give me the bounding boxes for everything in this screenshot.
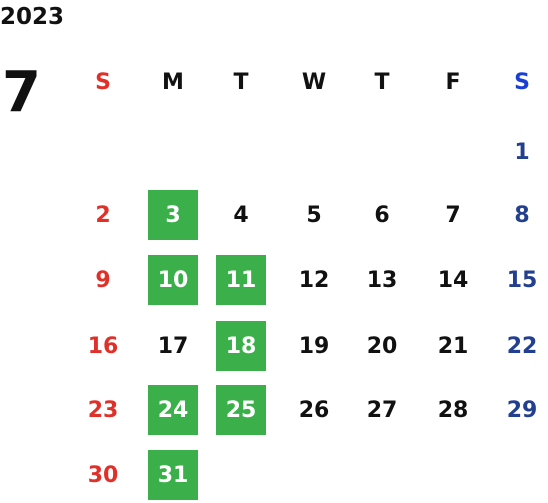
day-2[interactable]: 2 xyxy=(95,202,111,228)
highlighted-day-25[interactable]: 25 xyxy=(216,385,266,435)
day-15[interactable]: 15 xyxy=(506,267,538,293)
weekday-sun: S xyxy=(95,69,111,95)
day-19[interactable]: 19 xyxy=(298,333,330,359)
day-30[interactable]: 30 xyxy=(87,462,119,488)
weekday-mon: M xyxy=(162,69,184,95)
day-8[interactable]: 8 xyxy=(514,202,530,228)
weekday-wed: W xyxy=(301,69,327,95)
day-14[interactable]: 14 xyxy=(437,267,469,293)
highlighted-day-24[interactable]: 24 xyxy=(148,385,198,435)
month-number: 7 xyxy=(2,60,41,125)
day-1[interactable]: 1 xyxy=(514,139,530,165)
day-5[interactable]: 5 xyxy=(306,202,322,228)
day-29[interactable]: 29 xyxy=(506,397,538,423)
day-7[interactable]: 7 xyxy=(445,202,461,228)
day-22[interactable]: 22 xyxy=(506,333,538,359)
highlighted-day-31[interactable]: 31 xyxy=(148,450,198,500)
day-13[interactable]: 13 xyxy=(366,267,398,293)
day-9[interactable]: 9 xyxy=(95,267,111,293)
weekday-tue: T xyxy=(233,69,249,95)
day-12[interactable]: 12 xyxy=(298,267,330,293)
highlighted-day-10[interactable]: 10 xyxy=(148,255,198,305)
highlighted-day-18[interactable]: 18 xyxy=(216,321,266,371)
weekday-sat: S xyxy=(514,69,530,95)
weekday-fri: F xyxy=(445,69,461,95)
day-16[interactable]: 16 xyxy=(87,333,119,359)
day-27[interactable]: 27 xyxy=(366,397,398,423)
day-28[interactable]: 28 xyxy=(437,397,469,423)
day-23[interactable]: 23 xyxy=(87,397,119,423)
day-20[interactable]: 20 xyxy=(366,333,398,359)
day-21[interactable]: 21 xyxy=(437,333,469,359)
weekday-thu: T xyxy=(374,69,390,95)
day-17[interactable]: 17 xyxy=(157,333,189,359)
day-6[interactable]: 6 xyxy=(374,202,390,228)
highlighted-day-3[interactable]: 3 xyxy=(148,190,198,240)
day-26[interactable]: 26 xyxy=(298,397,330,423)
highlighted-day-11[interactable]: 11 xyxy=(216,255,266,305)
year-label: 2023 xyxy=(0,4,65,30)
day-4[interactable]: 4 xyxy=(233,202,249,228)
